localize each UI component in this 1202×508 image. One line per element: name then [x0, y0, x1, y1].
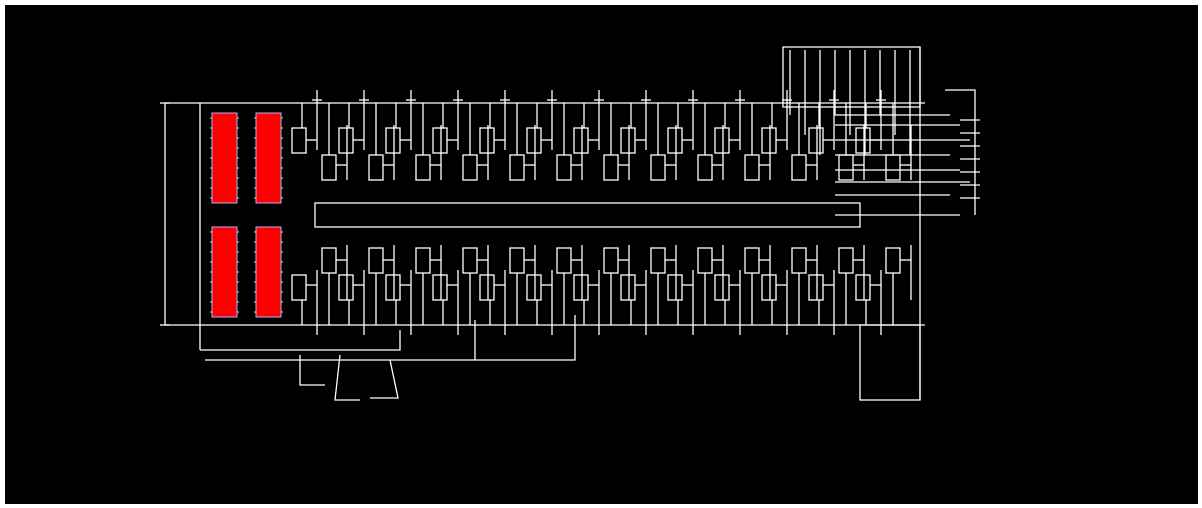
- page: (() => { const data = JSON.parse(documen…: [0, 0, 1202, 508]
- cad-view: [0, 0, 1202, 508]
- component: [212, 113, 237, 203]
- component: [256, 227, 281, 317]
- component: [212, 227, 237, 317]
- component: [256, 113, 281, 203]
- canvas: [5, 5, 1198, 504]
